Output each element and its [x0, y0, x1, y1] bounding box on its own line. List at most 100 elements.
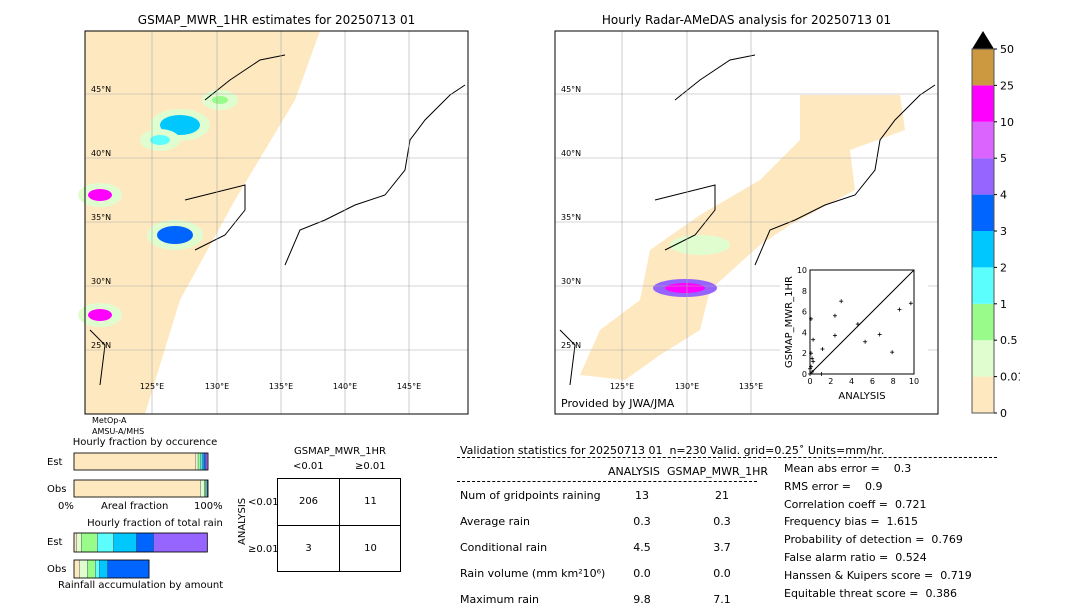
- colorbar: 0 0.01 0.5 1 2 3 4 5 10 25 50: [971, 31, 1020, 420]
- occ-est-segment: [203, 452, 206, 471]
- lat-label: 45°N: [91, 85, 111, 94]
- colorbar-tick-label: 10: [1000, 116, 1014, 129]
- row-label-1: <0.01: [248, 497, 279, 508]
- stat-gsmap: 0.0: [713, 567, 731, 580]
- rain-obs-segment: [79, 559, 88, 579]
- occ-est-segment: [197, 452, 201, 471]
- x-tick-label: 10: [909, 377, 919, 386]
- colorbar-segment: [972, 376, 994, 413]
- rain-est-segment: [81, 532, 98, 553]
- fraction-bars: [73, 452, 209, 579]
- diagonal-line: [809, 269, 915, 375]
- colorbar-tick-label: 0.01: [1000, 371, 1020, 384]
- colorbar-tick-label: 5: [1000, 152, 1007, 165]
- col-analysis: ANALYSIS: [608, 465, 660, 478]
- occ-est-segment-frame: [73, 452, 209, 471]
- stat-analysis: 4.5: [633, 541, 651, 554]
- contingency-row-title: ANALYSIS: [237, 497, 248, 545]
- stat-analysis: 0.0: [633, 567, 651, 580]
- lat-label: 25°N: [91, 341, 111, 350]
- scatter-point: [839, 299, 844, 304]
- divider: [457, 457, 997, 458]
- score: Correlation coeff = 0.721: [784, 497, 927, 511]
- lon-label: 125°E: [140, 382, 164, 391]
- left-map-title: GSMAP_MWR_1HR estimates for 20250713 01: [137, 13, 416, 27]
- map-frame: [554, 30, 939, 415]
- lon-label: 135°E: [269, 382, 293, 391]
- stat-label: Maximum rain: [460, 593, 539, 606]
- rain-core: [88, 309, 112, 321]
- scatter-point: [877, 332, 882, 337]
- rain-obs-segment: [99, 559, 108, 579]
- col-label-1: <0.01: [293, 461, 324, 472]
- scatter-point: [810, 356, 815, 361]
- colorbar-segment: [972, 49, 994, 86]
- lat-label: 30°N: [561, 277, 581, 286]
- stat-analysis: 0.3: [633, 515, 651, 528]
- scatter-point: [808, 372, 812, 376]
- y-tick-label: 0: [802, 370, 807, 379]
- y-axis-label: GSMAP_MWR_1HR: [784, 276, 795, 368]
- lat-label: 40°N: [91, 149, 111, 158]
- scatter-point: [897, 307, 902, 312]
- contingency-table: 206 11 3 10: [277, 478, 401, 572]
- stat-gsmap: 7.1: [713, 593, 731, 606]
- rain-core: [212, 96, 228, 104]
- scatter-point: [811, 359, 816, 364]
- colorbar-tick-label: 2: [1000, 261, 1007, 274]
- score: False alarm ratio = 0.524: [784, 551, 927, 564]
- rain-obs-segment-frame: [73, 559, 150, 579]
- scatter-frame: [809, 269, 915, 375]
- colorbar-segment: [972, 158, 994, 195]
- scatter-point: [832, 313, 837, 318]
- rain-caption: Rainfall accumulation by amount: [58, 580, 224, 591]
- rain-obs-segment: [107, 559, 150, 579]
- map-frame: [84, 30, 469, 415]
- rain-core: [150, 135, 170, 145]
- scatter-point: [809, 364, 814, 369]
- rain-est-segment-frame: [73, 532, 208, 553]
- cell-false-alarm: 11: [364, 496, 377, 507]
- lat-label: 45°N: [561, 85, 581, 94]
- contingency-col-title: GSMAP_MWR_1HR: [294, 446, 386, 457]
- rain-obs-label: Obs: [47, 564, 67, 575]
- occ-xmax: 100%: [194, 501, 223, 512]
- satellite-note-2: AMSU-A/MHS: [92, 427, 145, 436]
- rain-obs-segment: [95, 559, 100, 579]
- rain-obs-segment: [87, 559, 96, 579]
- cell-miss: 3: [305, 543, 312, 554]
- occ-xlabel: Areal fraction: [101, 501, 169, 512]
- occ-est-segment: [73, 452, 197, 471]
- colorbar-tick-label: 0.5: [1000, 334, 1018, 347]
- y-tick-label: 4: [802, 328, 807, 337]
- col-gsmap: GSMAP_MWR_1HR: [667, 465, 769, 478]
- scatter-point: [819, 372, 824, 376]
- scatter-point: [890, 350, 895, 355]
- cell-hit: 10: [364, 543, 377, 554]
- colorbar-tick-label: 0: [1000, 407, 1007, 420]
- divider: [457, 481, 757, 482]
- scatter-point: [832, 333, 837, 338]
- lat-label: 40°N: [561, 149, 581, 158]
- stat-gsmap: 21: [715, 489, 729, 502]
- rain-est-segment: [113, 532, 137, 553]
- rain-est-segment: [97, 532, 114, 553]
- colorbar-tick-label: 25: [1000, 79, 1014, 92]
- occ-est-segment: [201, 452, 205, 471]
- scatter-point: [908, 301, 913, 306]
- satellite-note-1: MetOp-A: [92, 416, 127, 425]
- scatter-plot: 00 2 2 4 4 6 6 8 8 10 10 ANALYSIS GSMAP_MWR_1HR: [780, 262, 928, 404]
- rain-obs-segment: [73, 559, 80, 579]
- analysis-area: [580, 95, 905, 380]
- lon-label: 145°E: [397, 382, 421, 391]
- colorbar-segment: [972, 194, 994, 231]
- stat-gsmap: 0.3: [713, 515, 731, 528]
- occ-obs-segment: [73, 479, 201, 498]
- lon-label: 130°E: [205, 382, 229, 391]
- stat-analysis: 9.8: [633, 593, 651, 606]
- lon-label: 130°E: [675, 382, 699, 391]
- coastline: [89, 54, 466, 386]
- colorbar-segment: [972, 121, 994, 159]
- scatter-point: [863, 339, 868, 344]
